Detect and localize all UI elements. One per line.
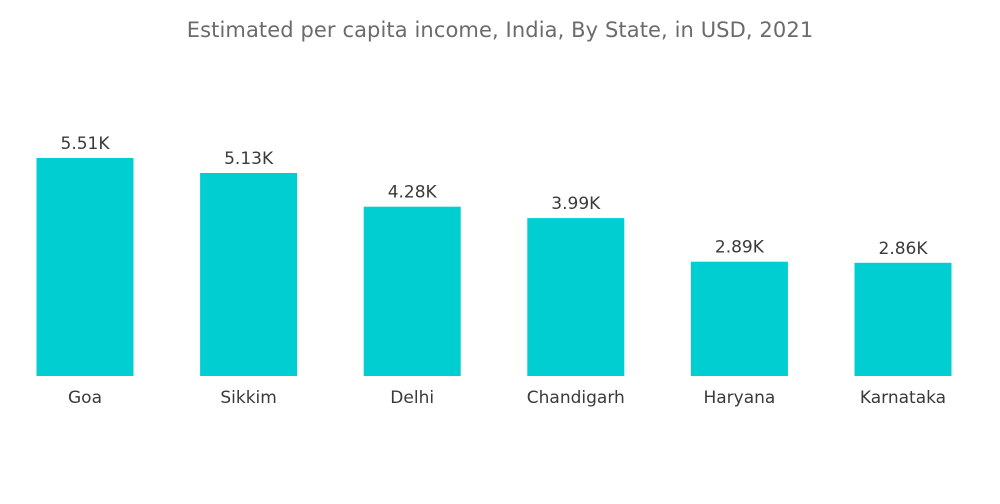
bar-karnataka: [854, 262, 952, 376]
category-label-haryana: Haryana: [703, 388, 775, 408]
category-label-chandigarh: Chandigarh: [527, 388, 625, 408]
category-label-delhi: Delhi: [390, 388, 434, 408]
chart-title: Estimated per capita income, India, By S…: [186, 18, 814, 42]
bar-delhi: [363, 206, 461, 376]
category-label-goa: Goa: [68, 388, 102, 408]
value-label-karnataka: 2.86K: [879, 239, 929, 259]
category-label-sikkim: Sikkim: [220, 388, 277, 408]
bars-group: [36, 158, 952, 376]
value-label-goa: 5.51K: [61, 134, 111, 154]
bar-sikkim: [200, 173, 298, 376]
value-labels-group: 5.51K 5.13K 4.28K 3.99K 2.89K 2.86K: [61, 134, 929, 259]
value-label-haryana: 2.89K: [715, 238, 765, 258]
value-label-delhi: 4.28K: [388, 183, 438, 203]
category-labels-group: Goa Sikkim Delhi Chandigarh Haryana Karnataka: [68, 388, 946, 408]
bar-goa: [36, 158, 134, 376]
bar-haryana: [690, 261, 788, 376]
category-label-karnataka: Karnataka: [860, 388, 946, 408]
bar-chandigarh: [527, 218, 625, 376]
value-label-sikkim: 5.13K: [224, 149, 274, 169]
value-label-chandigarh: 3.99K: [551, 194, 601, 214]
